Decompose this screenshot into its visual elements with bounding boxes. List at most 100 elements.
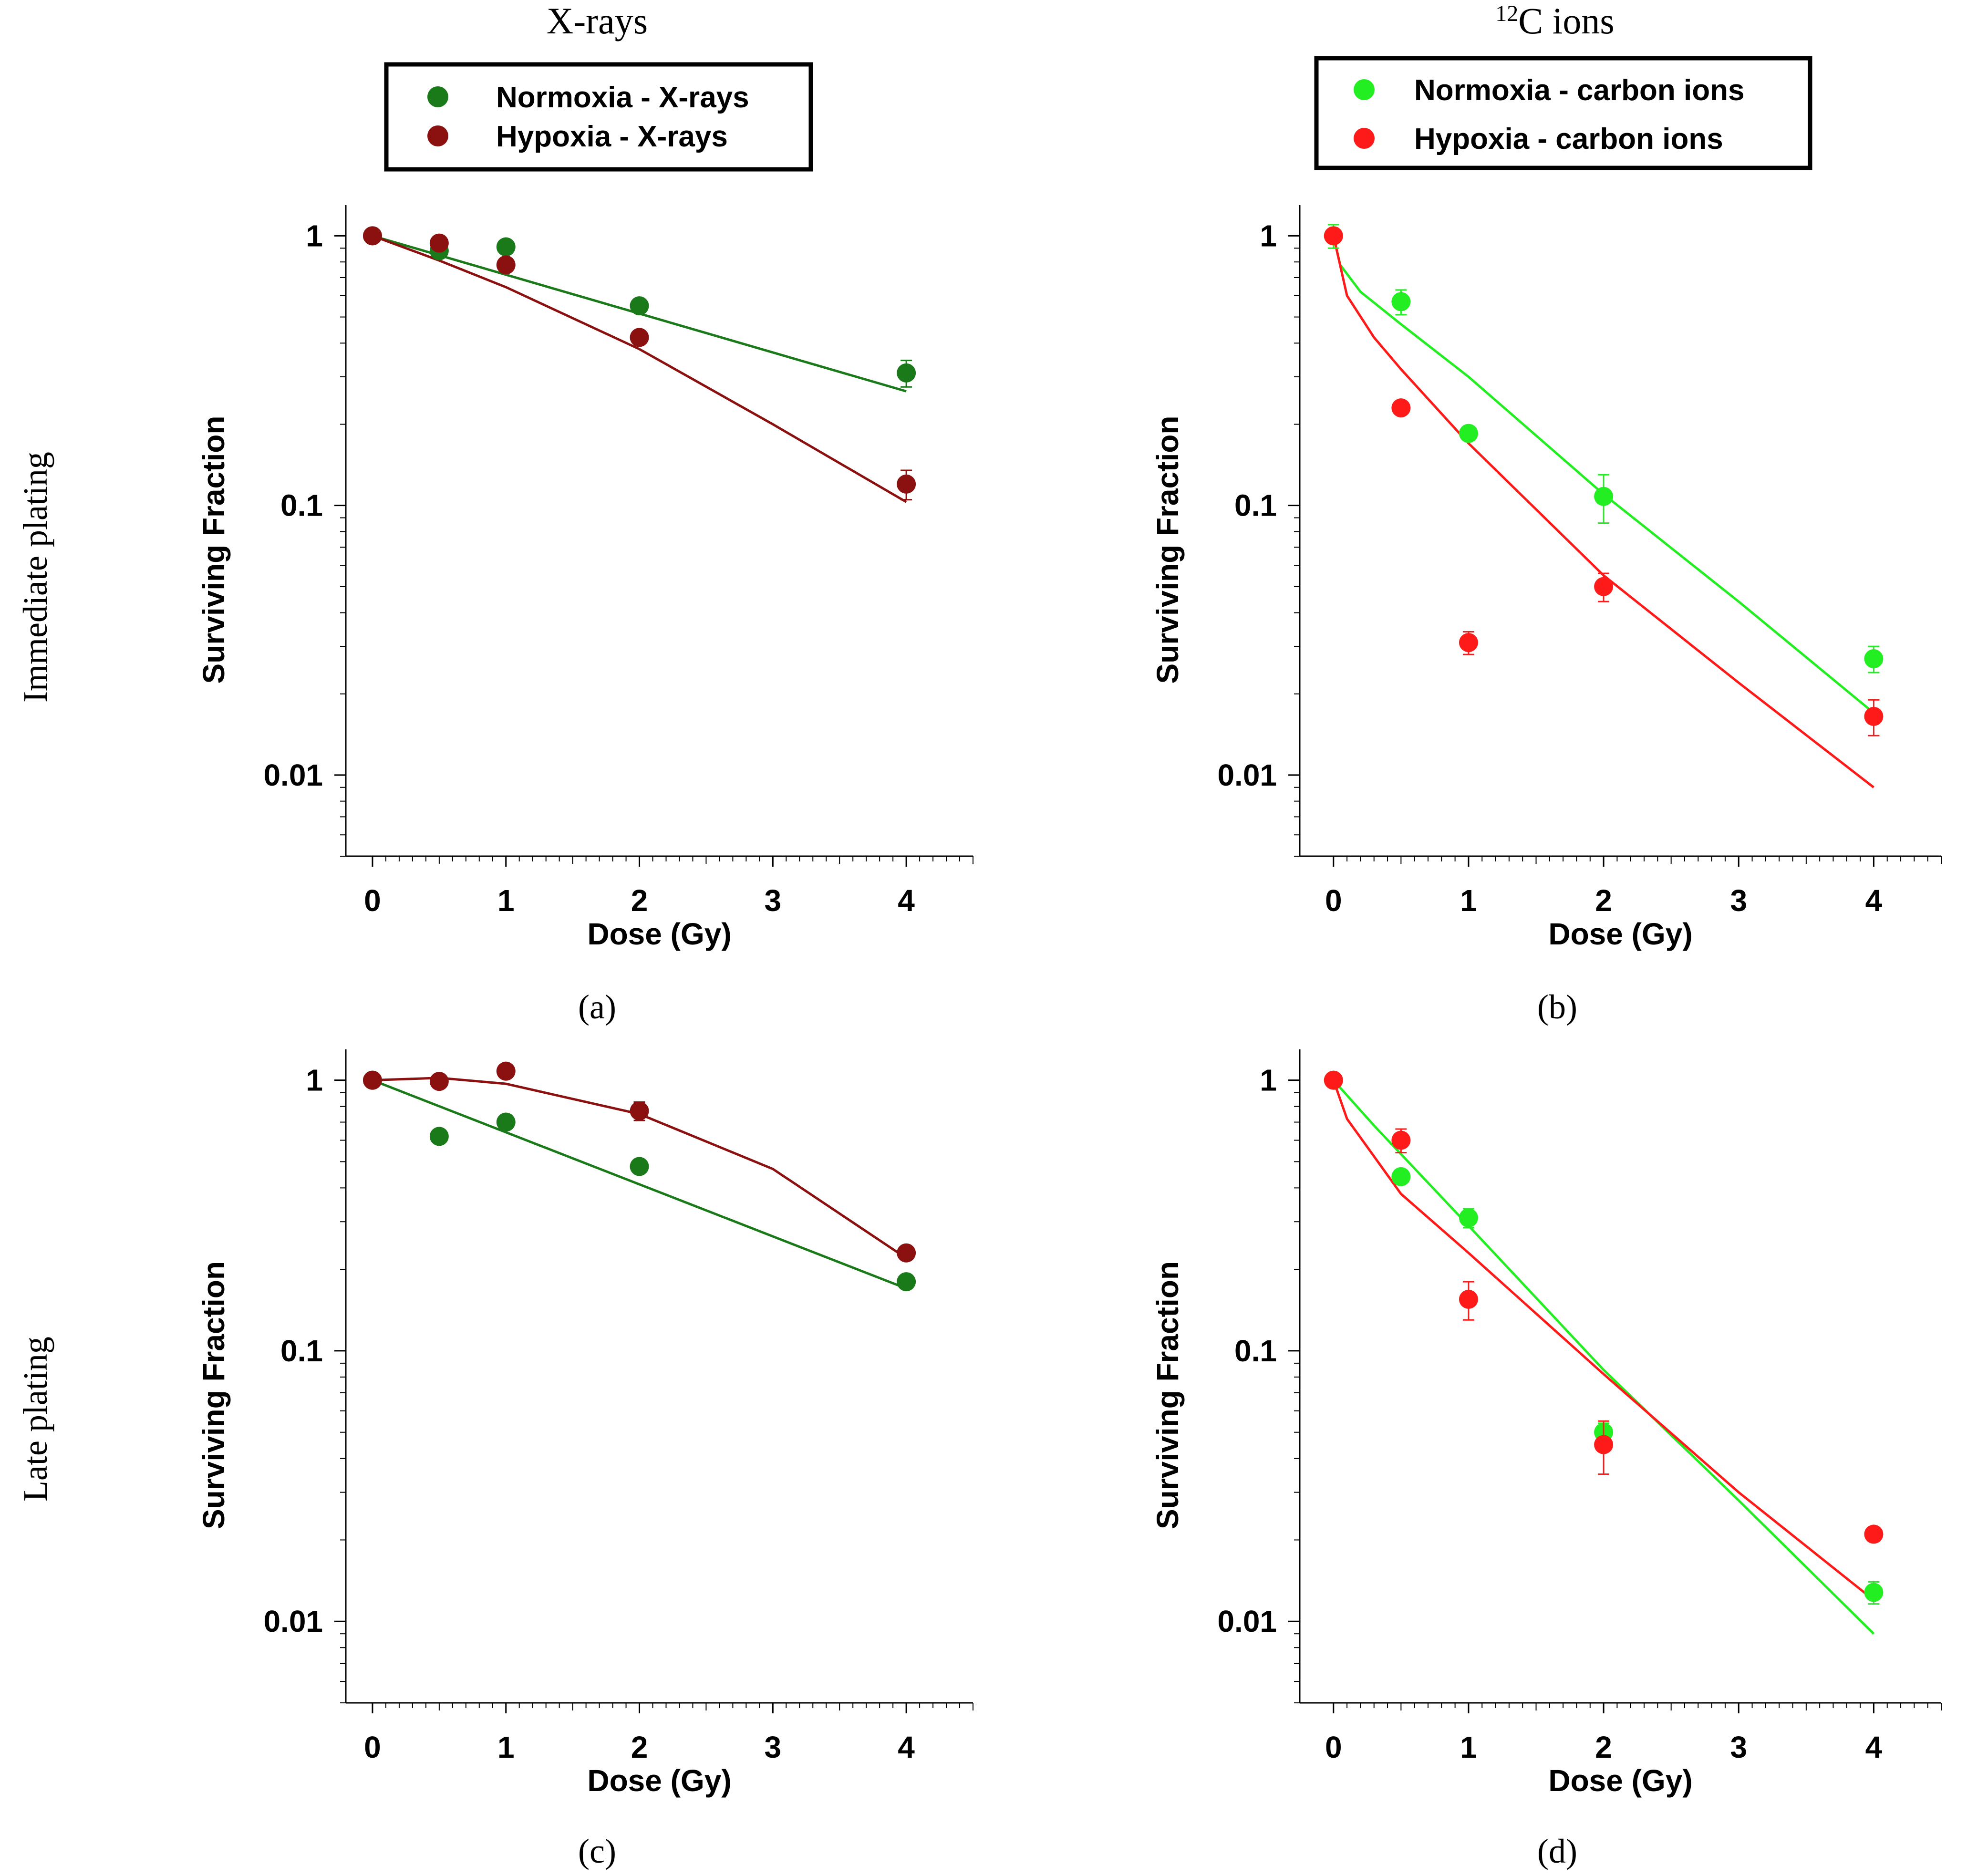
- data-point: [1459, 424, 1478, 443]
- fit-curve: [372, 1077, 907, 1259]
- x-tick-label: 2: [631, 883, 648, 918]
- data-point: [429, 233, 449, 253]
- data-point: [496, 255, 516, 275]
- data-point: [1391, 1167, 1411, 1186]
- legend-xrays-label-normoxia: Normoxia - X-rays: [496, 81, 749, 114]
- x-tick-label: 4: [898, 1730, 915, 1764]
- data-point: [1864, 706, 1884, 726]
- column-title-xrays: X-rays: [547, 0, 648, 41]
- data-point: [897, 474, 916, 494]
- data-point: [362, 1070, 382, 1090]
- data-point: [1324, 226, 1343, 246]
- y-tick-label: 0.1: [280, 1334, 323, 1368]
- x-tick-label: 0: [1325, 1730, 1342, 1764]
- fit-curve: [1332, 235, 1875, 714]
- x-tick-label: 3: [1730, 1730, 1747, 1764]
- data-point: [1391, 398, 1411, 418]
- x-tick-label: 1: [497, 883, 515, 918]
- fit-curve: [372, 1079, 907, 1290]
- data-point: [429, 1127, 449, 1146]
- data-point: [1391, 292, 1411, 311]
- panel-caption: (a): [578, 988, 616, 1026]
- y-tick-label: 0.1: [1234, 1334, 1277, 1368]
- x-axis-title: Dose (Gy): [1548, 917, 1692, 951]
- x-tick-label: 1: [1460, 1730, 1477, 1764]
- legend-carbon-frame: [1314, 56, 1812, 170]
- data-point: [496, 1061, 516, 1081]
- column-title-carbon-text: C ions: [1518, 0, 1615, 41]
- x-tick-label: 0: [364, 1730, 381, 1764]
- data-point: [1391, 1130, 1411, 1150]
- data-point: [630, 296, 649, 316]
- x-tick-label: 4: [1865, 883, 1883, 918]
- y-axis-title: Surviving Fraction: [197, 1261, 231, 1529]
- data-point: [1459, 1208, 1478, 1228]
- data-point: [362, 226, 382, 246]
- chart-a: 0 1 2 3 4 1 0.1 0.01 Dose (Gy) Surviving Fraction…: [197, 205, 973, 1026]
- x-tick-label: 3: [1730, 883, 1747, 918]
- x-tick-label: 3: [765, 883, 782, 918]
- y-axis-title: Surviving Fraction: [197, 416, 231, 684]
- data-point: [496, 237, 516, 257]
- data-point: [630, 1101, 649, 1121]
- data-point: [1594, 487, 1614, 506]
- legend-xrays-marker-hypoxia: [427, 125, 448, 146]
- y-tick-label: 0.1: [1234, 488, 1277, 523]
- x-axis-title: Dose (Gy): [587, 1763, 731, 1798]
- fit-curve: [1332, 235, 1874, 788]
- panel-caption: (d): [1537, 1832, 1577, 1870]
- x-tick-label: 0: [1325, 883, 1342, 918]
- legend-carbon-label-hypoxia: Hypoxia - carbon ions: [1414, 123, 1723, 155]
- data-point: [630, 1157, 649, 1176]
- fit-curve: [1332, 1079, 1875, 1635]
- fit-curve: [1332, 1079, 1874, 1601]
- legend-xrays-label-hypoxia: Hypoxia - X-rays: [496, 120, 728, 153]
- y-tick-label: 0.01: [1217, 758, 1277, 792]
- x-tick-label: 4: [898, 883, 915, 918]
- legend-carbon: Normoxia - carbon ions Hypoxia - carbon …: [1314, 56, 1812, 170]
- y-tick-label: 1: [1260, 1063, 1277, 1098]
- data-point: [1864, 649, 1884, 669]
- fit-curve: [372, 235, 907, 503]
- x-tick-label: 0: [364, 883, 381, 918]
- y-tick-label: 0.01: [263, 1604, 323, 1638]
- x-axis-title: Dose (Gy): [1548, 1763, 1692, 1798]
- x-tick-label: 4: [1865, 1730, 1883, 1764]
- legend-xrays-marker-normoxia: [427, 86, 448, 107]
- x-tick-label: 2: [1595, 1730, 1612, 1764]
- column-title-carbon: 12C ions: [1495, 0, 1615, 41]
- x-tick-label: 2: [1595, 883, 1612, 918]
- chart-c: 0 1 2 3 4 1 0.1 0.01 Dose (Gy) Surviving Fraction…: [197, 1049, 973, 1870]
- legend-carbon-marker-normoxia: [1354, 79, 1375, 100]
- x-tick-label: 2: [631, 1730, 648, 1764]
- column-title-carbon-superscript: 12: [1495, 1, 1518, 26]
- y-tick-label: 1: [306, 218, 323, 253]
- x-tick-label: 1: [1460, 883, 1477, 918]
- chart-b: 0 1 2 3 4 1 0.1 0.01 Dose (Gy) Surviving Fraction…: [1150, 205, 1942, 1026]
- data-point: [1594, 577, 1614, 596]
- data-point: [1459, 633, 1478, 653]
- data-point: [1324, 1070, 1343, 1090]
- y-axis-title: Surviving Fraction: [1150, 1261, 1185, 1529]
- y-axis-title: Surviving Fraction: [1150, 416, 1185, 684]
- data-point: [1864, 1583, 1884, 1602]
- chart-d: 0 1 2 3 4 1 0.1 0.01 Dose (Gy) Surviving Fraction…: [1150, 1049, 1942, 1870]
- row-label-late: Late plating: [16, 1337, 54, 1502]
- data-point: [897, 1243, 916, 1263]
- data-point: [630, 328, 649, 347]
- y-tick-label: 1: [1260, 218, 1277, 253]
- data-point: [1594, 1435, 1614, 1454]
- panel-caption: (c): [578, 1832, 616, 1870]
- legend-carbon-label-normoxia: Normoxia - carbon ions: [1414, 74, 1744, 107]
- legend-xrays-frame: [384, 62, 813, 172]
- data-point: [897, 363, 916, 383]
- legend-xrays: Normoxia - X-rays Hypoxia - X-rays: [384, 62, 813, 172]
- data-point: [496, 1112, 516, 1132]
- y-tick-label: 0.01: [1217, 1604, 1277, 1638]
- data-point: [1459, 1289, 1478, 1309]
- charts: 0 1 2 3 4 1 0.1 0.01 Dose (Gy) Surviving Fraction…: [197, 205, 1942, 1870]
- data-point: [1864, 1524, 1884, 1544]
- data-point: [429, 1072, 449, 1091]
- x-tick-label: 3: [765, 1730, 782, 1764]
